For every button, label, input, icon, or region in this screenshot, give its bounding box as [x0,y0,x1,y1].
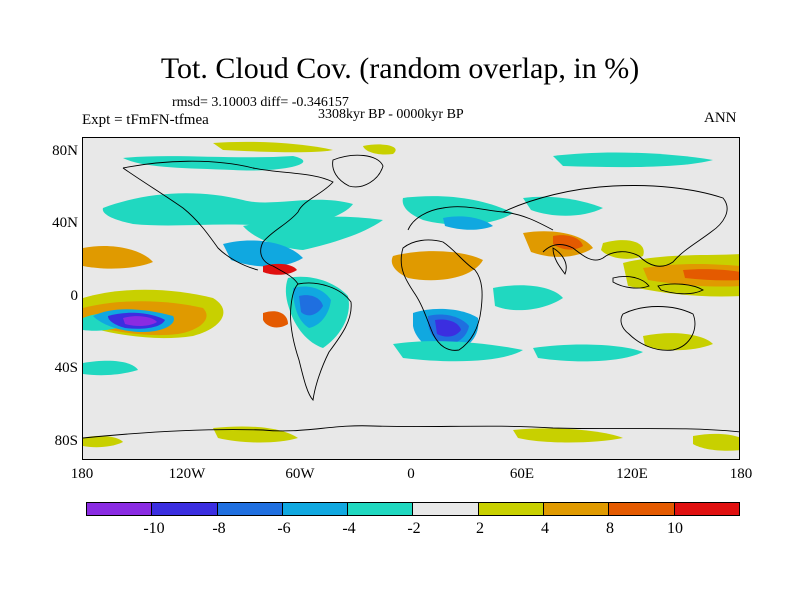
colorbar-label: 8 [606,520,614,537]
coastline [620,306,696,351]
colorbar-label: 4 [541,520,549,537]
anomaly-region [83,245,153,269]
anomaly-region [83,435,123,448]
period-text: 3308kyr BP - 0000kyr BP [318,107,464,122]
lon-tick-label: 180 [70,466,94,482]
anomaly-region [523,196,603,216]
lat-tick-label: 40N [52,215,78,231]
anomaly-region [402,196,513,225]
lat-tick-label: 80N [52,143,78,159]
anomaly-region [493,285,563,311]
coastlines [83,154,739,439]
anomaly-region [553,152,713,168]
lat-tick-label: 40S [54,360,78,376]
colorbar-label: -6 [277,520,291,537]
anomaly-region [213,426,298,443]
colorbar-label: 10 [667,520,683,537]
lat-tick-label: 0 [70,288,79,304]
colorbar-swatch [413,503,479,515]
anomaly-region [83,360,138,376]
coastline [400,239,483,351]
anomaly-region [553,235,583,250]
anomaly-region [363,144,396,155]
coastline [407,206,554,231]
anomaly-region [683,269,739,281]
anomaly-region [533,344,643,362]
anomaly-region [223,240,303,267]
colorbar-label: -10 [143,520,165,537]
anomaly-region [393,341,523,362]
colorbar-swatch [282,503,349,515]
map-panel [82,137,740,460]
anomaly-region [299,295,323,316]
coastline [83,425,739,439]
colorbar [86,502,740,516]
colorbar-label: 2 [476,520,484,537]
colorbar-swatch [152,503,218,515]
coastline [332,154,384,188]
lat-tick-label: 80S [54,433,78,449]
anomaly-region [443,216,493,230]
lon-tick-label: 180 [729,466,753,482]
lon-tick-label: 60E [509,466,535,482]
coastline [122,160,334,285]
lon-tick-label: 0 [407,466,415,482]
coastline [502,185,728,267]
colorbar-swatch [478,503,545,515]
colorbar-swatch [87,503,153,515]
coastline [290,282,352,401]
colorbar-label: -4 [342,520,356,537]
colorbar-swatch [217,503,283,515]
experiment-label: Expt = tFmFN-tfmea [82,112,209,128]
anomaly-region [601,240,644,259]
anomaly-region [693,433,739,451]
anomaly-region [123,156,304,171]
cloud-cover-map [83,141,739,451]
lon-tick-label: 120W [168,466,206,482]
chart-title: Tot. Cloud Cov. (random overlap, in %) [160,52,640,85]
anomaly-region [123,316,157,327]
coastline [122,167,259,271]
anomaly-region [213,141,333,153]
anomaly-fields [83,141,739,451]
stats-text: rmsd= 3.10003 diff= -0.346157 [172,95,349,110]
anomaly-region [435,319,461,337]
anomaly-region [263,263,297,275]
colorbar-label: -2 [407,520,421,537]
coastline [552,247,567,275]
colorbar-swatch [544,503,610,515]
anomaly-region [643,333,713,351]
coastline [657,283,704,295]
lon-tick-label: 60W [285,466,315,482]
colorbar-swatch [674,503,739,515]
anomaly-region [263,311,288,328]
coastline [612,275,650,289]
colorbar-label: -8 [212,520,226,537]
colorbar-swatch [609,503,675,515]
season-label: ANN [704,110,737,126]
anomaly-region [102,193,353,227]
colorbar-swatch [348,503,414,515]
lon-tick-label: 120E [616,466,648,482]
anomaly-region [391,251,483,281]
anomaly-region [513,428,623,443]
anomaly-region [243,216,383,250]
